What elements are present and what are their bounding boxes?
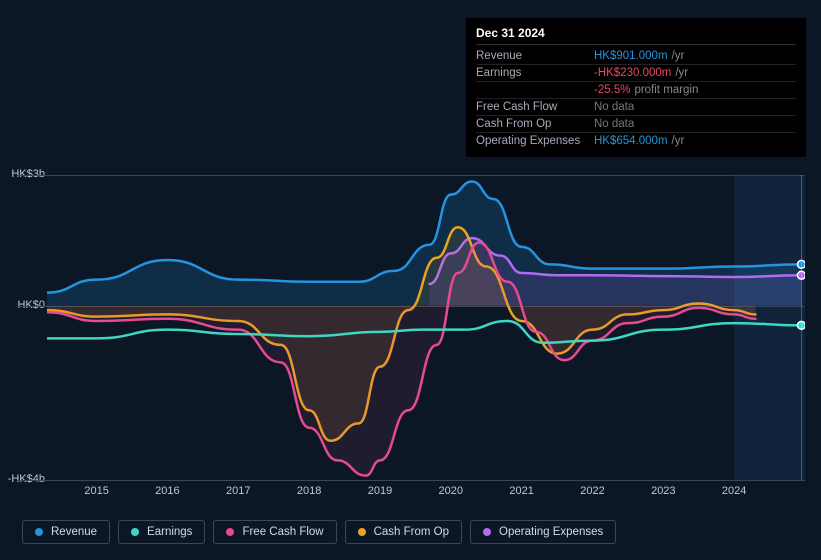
tooltip-unit: /yr [672, 50, 685, 62]
x-axis-label: 2024 [722, 485, 746, 497]
chart-cursor-line [801, 175, 802, 480]
legend-label: Revenue [51, 526, 97, 538]
legend-item-cash-from-op[interactable]: Cash From Op [345, 520, 462, 544]
x-axis-label: 2020 [439, 485, 463, 497]
legend-label: Cash From Op [374, 526, 449, 538]
chart-plot-area [47, 175, 805, 480]
chart-legend: Revenue Earnings Free Cash Flow Cash From O… [22, 520, 616, 544]
tooltip-value: -HK$230.000m [594, 67, 671, 79]
data-tooltip: Dec 31 2024 RevenueHK$901.000m/yrEarning… [466, 18, 806, 157]
legend-dot [226, 528, 234, 536]
x-axis-label: 2015 [84, 485, 108, 497]
tooltip-value: -25.5% [594, 84, 630, 96]
tooltip-value: No data [594, 101, 634, 113]
tooltip-row: -25.5% profit margin [476, 82, 796, 99]
tooltip-label [476, 84, 594, 96]
tooltip-label: Free Cash Flow [476, 101, 594, 113]
x-axis-label: 2023 [651, 485, 675, 497]
tooltip-row: Free Cash FlowNo data [476, 99, 796, 116]
legend-dot [483, 528, 491, 536]
tooltip-row: RevenueHK$901.000m/yr [476, 48, 796, 65]
legend-item-free-cash-flow[interactable]: Free Cash Flow [213, 520, 336, 544]
legend-dot [131, 528, 139, 536]
gridline [17, 480, 805, 481]
tooltip-unit: profit margin [634, 84, 698, 96]
tooltip-value: No data [594, 118, 634, 130]
y-axis-label: HK$3b [0, 168, 45, 180]
x-axis-label: 2019 [368, 485, 392, 497]
legend-dot [358, 528, 366, 536]
tooltip-row: Operating ExpensesHK$654.000m/yr [476, 133, 796, 149]
legend-dot [35, 528, 43, 536]
legend-label: Earnings [147, 526, 192, 538]
x-axis-label: 2017 [226, 485, 250, 497]
tooltip-value: HK$901.000m [594, 50, 668, 62]
tooltip-value: HK$654.000m [594, 135, 668, 147]
legend-item-operating-expenses[interactable]: Operating Expenses [470, 520, 616, 544]
tooltip-unit: /yr [672, 135, 685, 147]
tooltip-row: Earnings-HK$230.000m/yr [476, 65, 796, 82]
x-axis-label: 2016 [155, 485, 179, 497]
y-axis-label: -HK$4b [0, 473, 45, 485]
y-axis-label: HK$0 [0, 299, 45, 311]
x-axis-label: 2018 [297, 485, 321, 497]
tooltip-unit: /yr [675, 67, 688, 79]
tooltip-label: Operating Expenses [476, 135, 594, 147]
financial-chart: HK$3bHK$0-HK$4b 201520162017201820192020… [17, 160, 805, 510]
tooltip-label: Earnings [476, 67, 594, 79]
tooltip-date: Dec 31 2024 [476, 26, 796, 45]
x-axis-label: 2022 [580, 485, 604, 497]
legend-label: Operating Expenses [499, 526, 603, 538]
tooltip-row: Cash From OpNo data [476, 116, 796, 133]
tooltip-label: Revenue [476, 50, 594, 62]
tooltip-label: Cash From Op [476, 118, 594, 130]
legend-item-revenue[interactable]: Revenue [22, 520, 110, 544]
legend-item-earnings[interactable]: Earnings [118, 520, 205, 544]
x-axis-label: 2021 [509, 485, 533, 497]
legend-label: Free Cash Flow [242, 526, 323, 538]
